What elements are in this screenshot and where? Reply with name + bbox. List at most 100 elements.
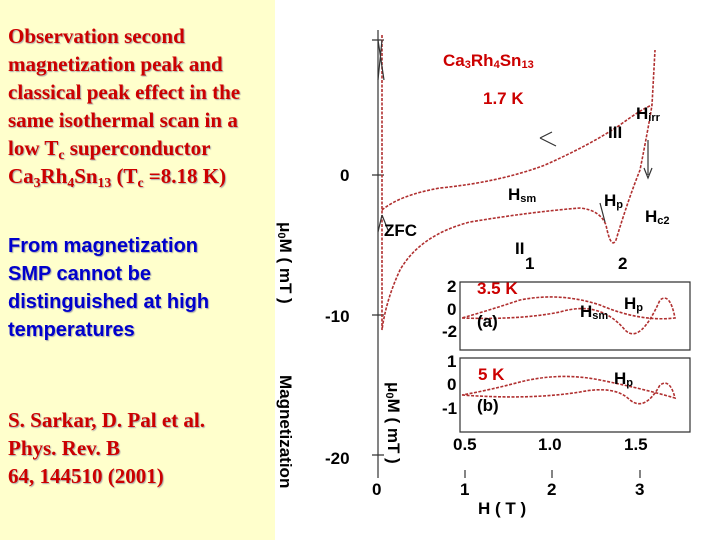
annotation: 2 [547,480,556,499]
subscript: 4 [67,175,75,191]
text: 3.5 K [477,279,518,298]
y-axis-label: Magnetization [276,375,295,488]
annotation: H ( T ) [478,499,526,518]
text: classical peak effect in the [8,80,241,104]
title-line: same isothermal scan in a [8,108,238,133]
text: 0.5 [453,435,477,454]
text: magnetization peak and [8,52,223,76]
annotation: -10 [325,307,350,326]
text: 1 [525,254,534,273]
subscript: 13 [97,175,112,191]
text: 1 [447,352,456,371]
subscript: 0 [383,392,395,398]
text: -20 [325,449,350,468]
text: SMP cannot be [8,263,151,285]
note-line: distinguished at high [8,291,209,314]
annotation: -1 [442,399,457,418]
citation-line: S. Sarkar, D. Pal et al. [8,408,205,433]
subscript: p [616,199,623,211]
text: Sn [500,51,522,70]
inset-y-label: μ0M ( mT ) [383,382,402,464]
text: III [608,123,622,142]
inset-b-frame [459,357,691,433]
annotation: 1 [525,254,534,273]
annotation: 2 [618,254,627,273]
text: H [624,294,636,313]
annotation: (a) [477,312,498,331]
annotation: Hp [624,294,643,313]
text: same isothermal scan in a [8,108,238,132]
annotation: Hirr [636,104,661,123]
text: temperatures [8,319,135,341]
text: superconductor [64,136,211,160]
subscript: 13 [521,59,533,71]
subscript: c [137,175,144,191]
annotation: -20 [325,449,350,468]
text-panel: Observation second magnetization peak and… [0,0,275,540]
curve-zfc [381,35,656,331]
annotation: Hsm [508,185,536,204]
note-line: temperatures [8,319,135,342]
annotation: 1 [447,352,456,371]
text: H ( T ) [478,499,526,518]
text: H [636,104,648,123]
y-axis-label: μ0M ( mT ) [275,222,294,304]
annotation: 1 [460,480,469,499]
annotation: 1.0 [538,435,562,454]
annotation: 2 [447,277,456,296]
text: M ( mT ) [276,239,295,304]
text: 2 [547,480,556,499]
text: (T [111,164,138,188]
annotation: ZFC [384,221,417,240]
arrows [377,39,653,233]
subscript: 4 [494,59,501,71]
text: 64, 144510 (2001) [8,464,164,488]
title-line: Ca3Rh4Sn13 (Tc =8.18 K) [8,164,226,191]
annotation: Hsm [580,302,608,321]
annotation: 1.5 [624,435,648,454]
annotation: 0 [447,375,456,394]
text: -2 [442,322,457,341]
annotation: Hp [604,191,623,210]
annotation: 5 K [478,365,505,384]
note-line: SMP cannot be [8,263,151,286]
text: 0 [447,300,456,319]
subscript: 0 [275,232,287,238]
annotation: 0 [340,166,349,185]
note-line: From magnetization [8,235,198,258]
formula: Ca3Rh4Sn13 [443,51,534,70]
text: H [614,369,626,388]
text: Phys. Rev. B [8,436,121,460]
citation-line: 64, 144510 (2001) [8,464,164,489]
text: Sn [74,164,98,188]
annotation: 0 [447,300,456,319]
inset-b-curve [461,375,677,405]
text: =8.18 K) [143,164,227,188]
annotation: 0 [372,480,381,499]
annotation: 3 [635,480,644,499]
text: -10 [325,307,350,326]
title-line: Observation second [8,24,185,49]
text: μ [384,382,403,392]
annotation: 3.5 K [477,279,518,298]
text: -1 [442,399,457,418]
text: low T [8,136,59,160]
subscript: sm [592,310,608,322]
text: Magnetization [276,375,295,488]
text: Observation second [8,24,185,48]
text: 5 K [478,365,505,384]
subscript: c2 [657,215,669,227]
annotation: III [608,123,622,142]
text: H [645,207,657,226]
text: 0 [340,166,349,185]
annotation: II [515,239,524,258]
text: From magnetization [8,235,199,257]
text: 3 [635,480,644,499]
text: 1 [460,480,469,499]
text: 2 [447,277,456,296]
annotation: Hp [614,369,633,388]
text: Ca [8,164,34,188]
text: S. Sarkar, D. Pal et al. [8,408,205,432]
text: 0 [447,375,456,394]
